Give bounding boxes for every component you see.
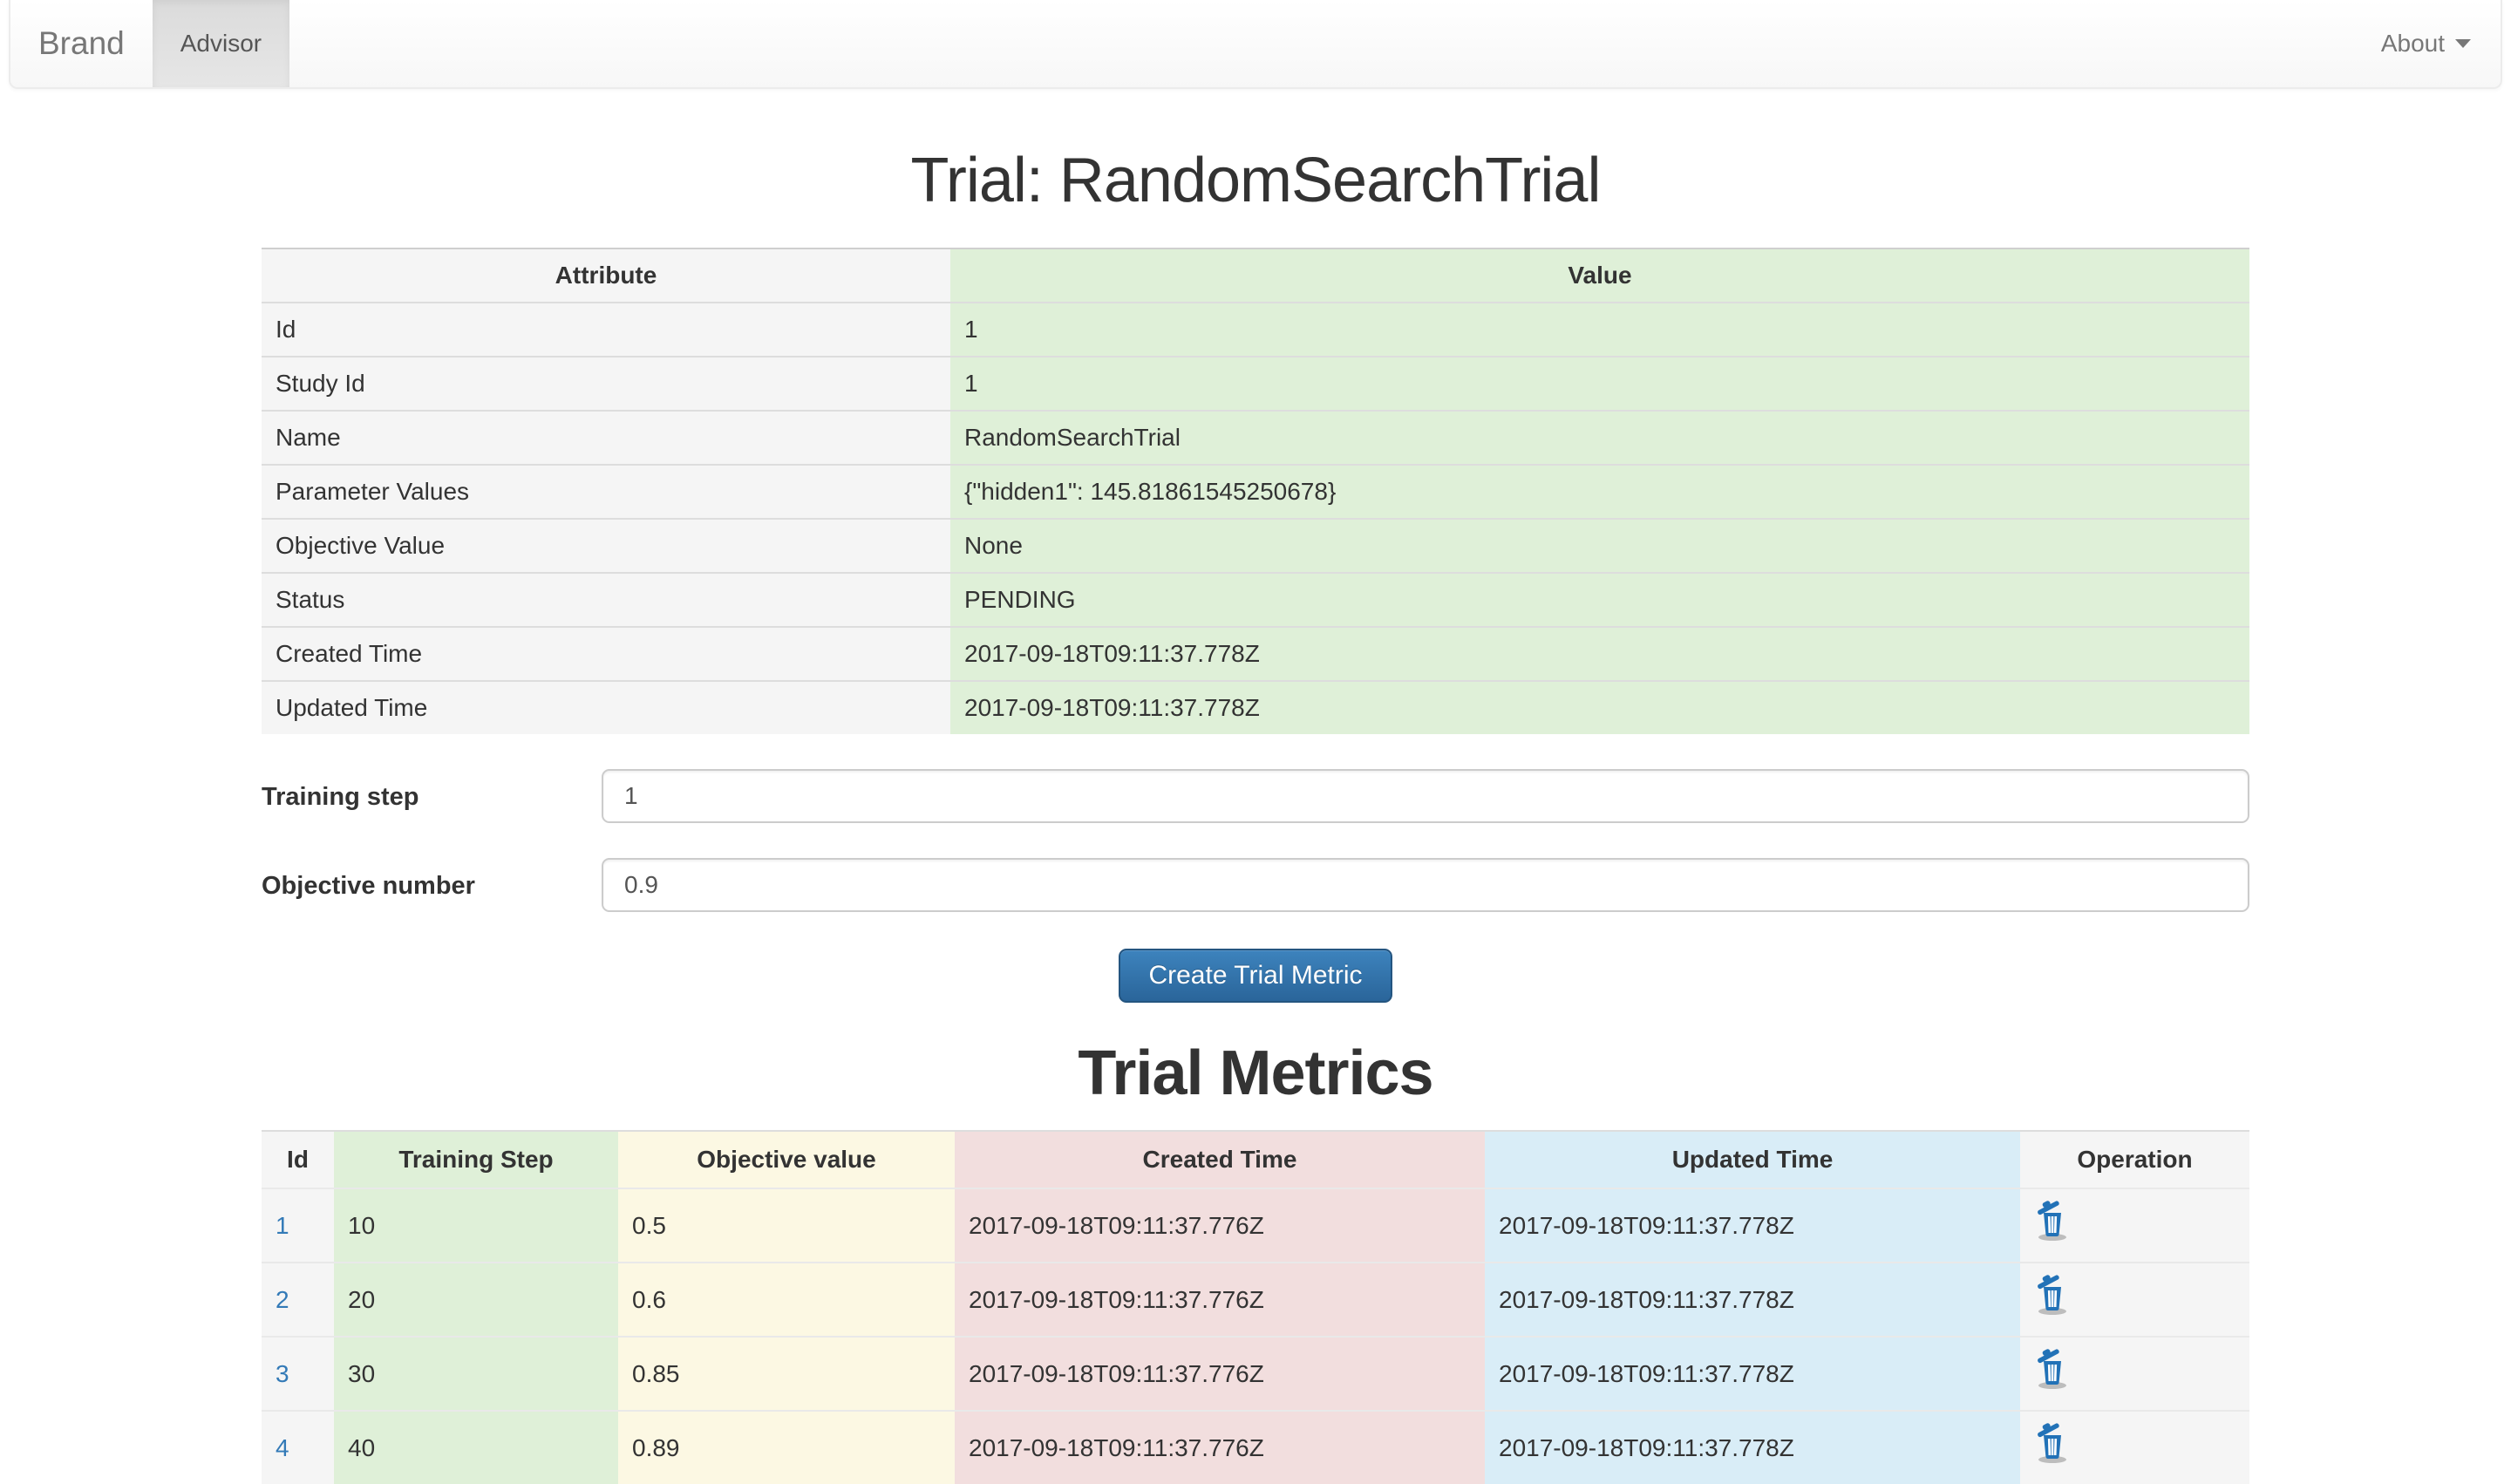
metrics-header-row: Id Training Step Objective value Created…: [262, 1130, 2249, 1188]
delete-metric-button[interactable]: [2033, 1343, 2071, 1391]
objective-value-cell: 0.85: [618, 1336, 955, 1411]
objective-value-column-header: Objective value: [618, 1130, 955, 1188]
training-step-cell: 20: [334, 1262, 618, 1337]
value-cell: None: [950, 518, 2249, 573]
id-column-header: Id: [262, 1130, 334, 1188]
attribute-cell: Objective Value: [262, 518, 950, 573]
metric-id-link[interactable]: 3: [276, 1359, 289, 1387]
attribute-cell: Updated Time: [262, 680, 950, 734]
updated-time-cell: 2017-09-18T09:11:37.778Z: [1485, 1188, 2020, 1263]
trash-icon: [2033, 1195, 2068, 1242]
trial-metrics-title: Trial Metrics: [1078, 1038, 1433, 1108]
nav-item-advisor[interactable]: Advisor: [152, 0, 290, 87]
objective-number-input[interactable]: [602, 858, 2249, 912]
trash-icon: [2033, 1417, 2068, 1465]
objective-value-cell: 0.89: [618, 1410, 955, 1484]
navbar-spacer: [289, 0, 2351, 87]
updated-time-cell: 2017-09-18T09:11:37.778Z: [1485, 1262, 2020, 1337]
operation-column-header: Operation: [2020, 1130, 2249, 1188]
nav-item-about-dropdown[interactable]: About: [2351, 0, 2501, 87]
training-step-cell: 40: [334, 1410, 618, 1484]
value-cell: {"hidden1": 145.81861545250678}: [950, 464, 2249, 519]
created-time-column-header: Created Time: [955, 1130, 1485, 1188]
brand-link[interactable]: Brand: [38, 25, 125, 61]
training-step-cell: 10: [334, 1188, 618, 1263]
attribute-cell: Study Id: [262, 356, 950, 411]
metric-row: 3 30 0.85 2017-09-18T09:11:37.776Z 2017-…: [262, 1336, 2249, 1411]
delete-metric-button[interactable]: [2033, 1195, 2071, 1242]
value-header: Value: [950, 248, 2249, 303]
value-cell: PENDING: [950, 572, 2249, 627]
table-row: Study Id 1: [262, 356, 2249, 411]
created-time-cell: 2017-09-18T09:11:37.776Z: [955, 1336, 1485, 1411]
metric-id-link[interactable]: 1: [276, 1211, 289, 1239]
table-row: Created Time 2017-09-18T09:11:37.778Z: [262, 626, 2249, 681]
updated-time-cell: 2017-09-18T09:11:37.778Z: [1485, 1410, 2020, 1484]
attribute-cell: Id: [262, 302, 950, 357]
table-row: Id 1: [262, 302, 2249, 357]
trash-icon: [2033, 1343, 2068, 1391]
training-step-label: Training step: [262, 782, 419, 811]
value-cell: 1: [950, 302, 2249, 357]
table-row: Name RandomSearchTrial: [262, 410, 2249, 465]
about-label: About: [2380, 30, 2445, 57]
training-step-input[interactable]: [602, 769, 2249, 823]
created-time-cell: 2017-09-18T09:11:37.776Z: [955, 1410, 1485, 1484]
attribute-header: Attribute: [262, 248, 950, 303]
table-row: Parameter Values {"hidden1": 145.8186154…: [262, 464, 2249, 519]
training-step-cell: 30: [334, 1336, 618, 1411]
updated-time-column-header: Updated Time: [1485, 1130, 2020, 1188]
delete-metric-button[interactable]: [2033, 1417, 2071, 1465]
metric-row: 4 40 0.89 2017-09-18T09:11:37.776Z 2017-…: [262, 1410, 2249, 1484]
created-time-cell: 2017-09-18T09:11:37.776Z: [955, 1188, 1485, 1263]
value-cell: RandomSearchTrial: [950, 410, 2249, 465]
table-row: Status PENDING: [262, 572, 2249, 627]
value-cell: 2017-09-18T09:11:37.778Z: [950, 680, 2249, 734]
updated-time-cell: 2017-09-18T09:11:37.778Z: [1485, 1336, 2020, 1411]
objective-value-cell: 0.5: [618, 1188, 955, 1263]
button-row: Create Trial Metric: [262, 949, 2249, 1003]
page-title: Trial: RandomSearchTrial: [910, 146, 1602, 215]
caret-down-icon: [2455, 39, 2471, 48]
attribute-cell: Parameter Values: [262, 464, 950, 519]
attribute-cell: Name: [262, 410, 950, 465]
metric-row: 2 20 0.6 2017-09-18T09:11:37.776Z 2017-0…: [262, 1262, 2249, 1337]
delete-metric-button[interactable]: [2033, 1269, 2071, 1317]
metric-id-link[interactable]: 4: [276, 1433, 289, 1461]
metric-id-link[interactable]: 2: [276, 1285, 289, 1313]
table-row: Updated Time 2017-09-18T09:11:37.778Z: [262, 680, 2249, 734]
value-cell: 2017-09-18T09:11:37.778Z: [950, 626, 2249, 681]
main-container: Trial: RandomSearchTrial Attribute Value…: [262, 145, 2249, 1484]
table-row: Objective Value None: [262, 518, 2249, 573]
attribute-cell: Status: [262, 572, 950, 627]
training-step-row: Training step: [262, 769, 2249, 823]
trial-metrics-table: Id Training Step Objective value Created…: [262, 1130, 2249, 1484]
trial-attributes-table: Attribute Value Id 1 Study Id 1 Name Ran…: [262, 248, 2249, 734]
table-header-row: Attribute Value: [262, 248, 2249, 303]
training-step-column-header: Training Step: [334, 1130, 618, 1188]
trash-icon: [2033, 1269, 2068, 1317]
attribute-cell: Created Time: [262, 626, 950, 681]
objective-value-cell: 0.6: [618, 1262, 955, 1337]
value-cell: 1: [950, 356, 2249, 411]
objective-number-row: Objective number: [262, 858, 2249, 912]
objective-number-label: Objective number: [262, 871, 475, 900]
create-trial-metric-button[interactable]: Create Trial Metric: [1119, 949, 1392, 1003]
metric-row: 1 10 0.5 2017-09-18T09:11:37.776Z 2017-0…: [262, 1188, 2249, 1263]
navbar: Brand Advisor About: [9, 0, 2502, 89]
created-time-cell: 2017-09-18T09:11:37.776Z: [955, 1262, 1485, 1337]
